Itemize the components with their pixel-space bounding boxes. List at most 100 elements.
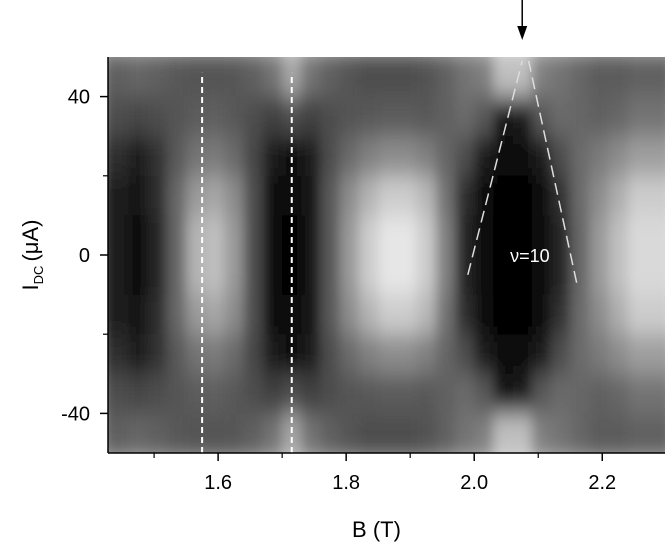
heat-cell [243,294,264,335]
heat-cell [108,334,130,375]
heat-cell [224,334,245,375]
heat-cell [531,413,552,453]
heat-cell [397,373,418,414]
heat-cell [224,215,245,256]
heat-cell [647,175,665,216]
heat-cell [551,294,571,335]
y-label-unit: (μA) [18,220,43,262]
heat-cell [166,334,187,375]
heat-cell [570,136,591,177]
heat-cell [531,334,552,375]
y-tick-label: -40 [61,403,90,425]
heat-cell [397,255,418,296]
heat-cell [435,175,456,216]
heat-cell [474,373,495,414]
y-label-sub: DC [31,266,46,285]
guide-line [467,60,523,275]
heat-cell [339,215,360,256]
heatmap-cells [108,57,665,453]
heat-cell [627,175,648,216]
heat-cell [262,294,283,335]
heat-cell [224,57,245,98]
heat-cell [108,294,130,335]
heat-cell [301,294,322,335]
heat-cell [301,255,322,296]
heat-cell [282,255,302,296]
heat-cell [128,175,149,216]
heat-cell [589,96,610,137]
heat-cell [205,136,226,177]
heat-cell [186,57,206,98]
heat-cell [108,255,130,296]
heat-cell [320,373,341,414]
heat-cell [647,413,665,453]
heat-cell [320,255,341,296]
heat-cell [243,413,264,453]
heat-cell [320,136,341,177]
heat-cell [224,413,245,453]
heat-cell [608,255,629,296]
heat-cell [128,215,149,256]
heat-cell [166,136,187,177]
heat-cell [339,175,360,216]
heat-cell [128,334,149,375]
heat-cell [647,255,665,296]
heat-cell [243,57,264,98]
heat-cell [531,96,552,137]
heat-cell [589,136,610,177]
heat-cell [243,334,264,375]
heat-cell [186,255,206,296]
heat-cell [570,373,591,414]
heat-cell [551,334,571,375]
heat-cell [435,136,456,177]
heat-cell [205,215,226,256]
heat-cell [531,136,552,177]
heat-cell [282,215,302,256]
heat-cell [512,373,533,414]
heat-cell [627,136,648,177]
heat-cell [186,334,206,375]
heat-cell [262,215,283,256]
heat-cell [608,215,629,256]
heat-cell [647,136,665,177]
heat-cell [378,255,398,296]
heat-cell [493,334,514,375]
heat-cell [301,57,322,98]
heat-cell [435,294,456,335]
heat-cell [512,294,533,335]
heat-cell [627,334,648,375]
heat-cell [262,413,283,453]
heat-cell [186,96,206,137]
heat-cell [627,255,648,296]
heat-cell [435,57,456,98]
heat-cell [589,175,610,216]
heat-cell [301,136,322,177]
heat-cell [397,294,418,335]
heat-cell [224,175,245,216]
x-tick-label: 1.6 [204,472,232,494]
heat-cell [166,96,187,137]
heat-cell [128,413,149,453]
heat-cell [378,413,398,453]
heat-cell [358,413,379,453]
heat-cell [339,373,360,414]
heat-cell [493,96,514,137]
heat-cell [147,373,168,414]
heat-cell [282,294,302,335]
heat-cell [627,294,648,335]
heat-cell [493,57,514,98]
heat-cell [378,57,398,98]
heat-cell [647,57,665,98]
heat-cell [282,96,302,137]
heat-cell [435,413,456,453]
heat-cell [627,373,648,414]
heat-cell [128,373,149,414]
heat-cell [108,96,130,137]
heat-cell [186,373,206,414]
heat-cell [224,294,245,335]
heat-cell [608,294,629,335]
heat-cell [416,136,437,177]
heat-cell [589,57,610,98]
heat-cell [647,334,665,375]
